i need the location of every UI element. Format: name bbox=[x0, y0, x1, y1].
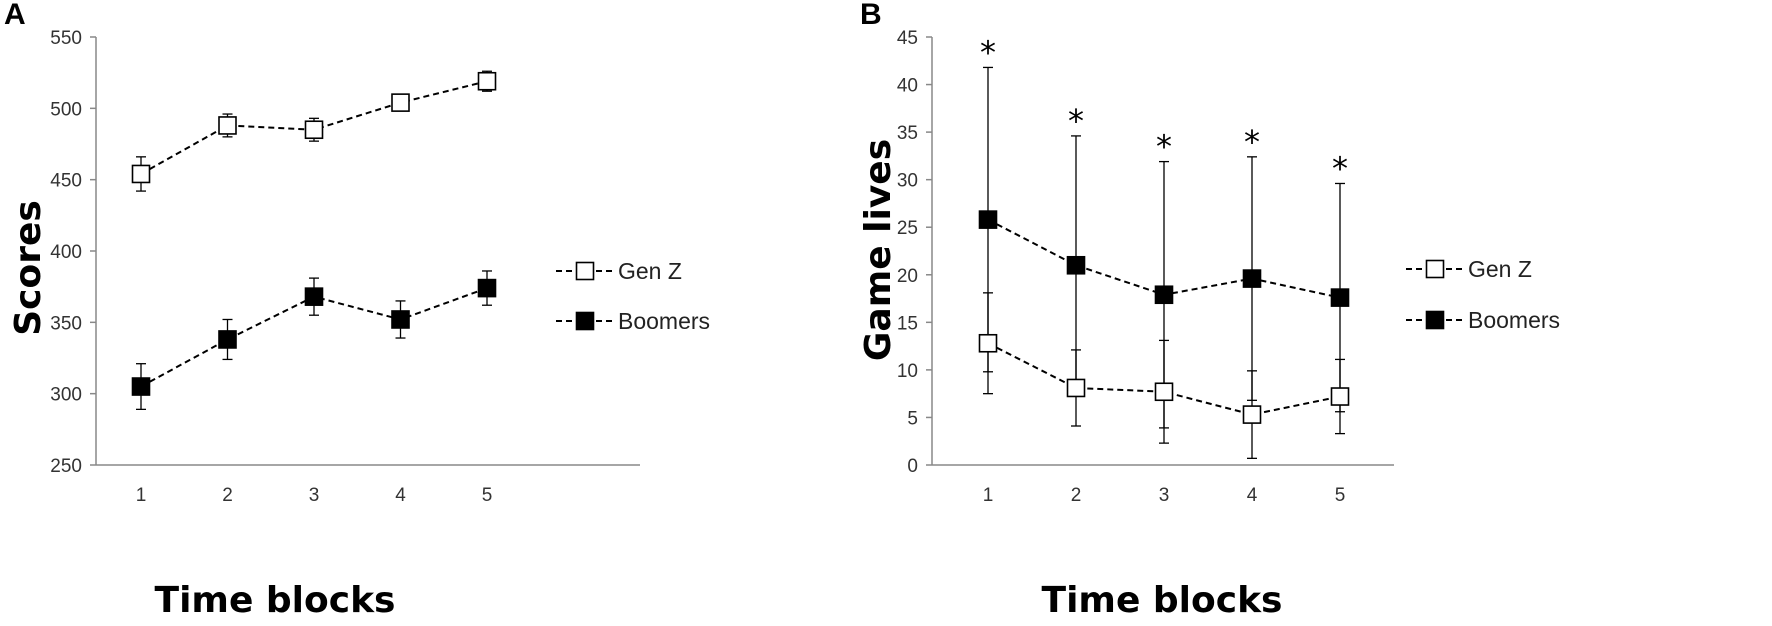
panel-a-y-tick-label: 300 bbox=[50, 385, 82, 406]
panel-b-y-tick-label: 35 bbox=[897, 123, 918, 144]
panel-a-y-tick-label: 450 bbox=[50, 171, 82, 192]
panel-a-data-point bbox=[131, 377, 151, 396]
panel-a-data-point bbox=[218, 116, 237, 135]
panel-b-y-tick-label: 40 bbox=[897, 76, 918, 97]
panel-b-data-point bbox=[1330, 288, 1350, 307]
panel-a-legend-label: Boomers bbox=[618, 308, 710, 334]
panel-a-data-point bbox=[131, 164, 151, 184]
panel-b-y-tick-label: 0 bbox=[907, 456, 918, 477]
panel-b-legend-marker bbox=[1425, 310, 1445, 330]
panel-a-y-tick-label: 400 bbox=[50, 242, 82, 263]
panel-b-y-tick-label: 15 bbox=[897, 313, 918, 334]
panel-a-data-point bbox=[391, 310, 410, 329]
panel-a-letter: A bbox=[4, 0, 26, 31]
panel-b-legend: Gen Z Boomers bbox=[1406, 256, 1560, 333]
panel-a-legend-label: Gen Z bbox=[618, 258, 682, 284]
panel-b-y-tick-label: 45 bbox=[897, 28, 918, 49]
panel-b-legend-label: Boomers bbox=[1468, 307, 1560, 333]
panel-b-x-axis-title: Time blocks bbox=[1042, 580, 1283, 621]
panel-b-data-point bbox=[1330, 387, 1350, 406]
panel-b-x-tick-label: 5 bbox=[1335, 485, 1346, 506]
panel-a-x-axis-title: Time blocks bbox=[155, 580, 396, 621]
panel-b-y-tick-label: 20 bbox=[897, 266, 918, 287]
panel-b-letter: B bbox=[860, 0, 882, 31]
panel-b-x-tick-label: 3 bbox=[1159, 485, 1170, 506]
panel-a-y-tick-label: 550 bbox=[50, 28, 82, 49]
panel-b-legend-marker bbox=[1425, 259, 1445, 279]
panel-a-y-tick-label: 350 bbox=[50, 313, 82, 334]
panel-b-y-axis-title: Game lives bbox=[858, 139, 899, 361]
panel-b-significance-star: * bbox=[980, 33, 996, 71]
panel-b-data-point bbox=[978, 210, 998, 229]
panel-a: A 250 300 350 400 450 500 550 1 2 3 4 5 Time blocks… bbox=[4, 0, 710, 621]
panel-b-x-tick-label: 2 bbox=[1071, 485, 1082, 506]
panel-b-y-tick-label: 10 bbox=[897, 361, 918, 382]
panel-b-data-point bbox=[1242, 405, 1262, 424]
panel-b-y-tick-label: 5 bbox=[907, 408, 918, 429]
panel-b-x-tick-label: 1 bbox=[983, 485, 994, 506]
panel-a-x-tick-label: 5 bbox=[482, 485, 493, 506]
panel-b-y-tick-label: 25 bbox=[897, 218, 918, 239]
panel-b-series-line bbox=[987, 342, 1341, 416]
panel-b-x-tick-label: 4 bbox=[1247, 485, 1258, 506]
panel-b-data-point bbox=[1066, 255, 1086, 275]
panel-a-y-axis-title: Scores bbox=[8, 200, 49, 336]
panel-a-data-point bbox=[218, 330, 237, 349]
panel-a-data-point bbox=[304, 120, 324, 140]
panel-a-x-tick-label: 4 bbox=[395, 485, 406, 506]
panel-b-legend-label: Gen Z bbox=[1468, 256, 1532, 282]
panel-b-significance-star: * bbox=[1156, 128, 1172, 166]
panel-a-y-tick-label: 250 bbox=[50, 456, 82, 477]
panel-a-legend: Gen Z Boomers bbox=[556, 258, 710, 334]
panel-a-legend-marker bbox=[575, 311, 595, 331]
panel-b-significance-star: * bbox=[1244, 123, 1260, 161]
panel-b-data-point bbox=[1154, 382, 1174, 402]
panel-a-y-tick-label: 500 bbox=[50, 99, 82, 120]
panel-a-data-point bbox=[477, 71, 497, 91]
panel-a-legend-marker bbox=[575, 261, 595, 281]
panel-b-significance-star: * bbox=[1332, 149, 1348, 187]
panel-b-data-point bbox=[1066, 378, 1086, 398]
panel-b-significance-star: * bbox=[1068, 102, 1084, 140]
panel-b-data-point bbox=[1242, 269, 1262, 288]
panel-a-data-point bbox=[391, 93, 410, 112]
panel-a-data-point bbox=[477, 278, 497, 298]
panel-b-data-point bbox=[978, 333, 998, 353]
panel-b-data-point bbox=[1154, 285, 1174, 305]
panel-a-data-point bbox=[304, 287, 324, 306]
panel-b-y-tick-label: 30 bbox=[897, 171, 918, 192]
panel-a-x-tick-label: 1 bbox=[136, 485, 147, 506]
panel-a-x-tick-label: 2 bbox=[222, 485, 233, 506]
panel-a-x-tick-label: 3 bbox=[309, 485, 320, 506]
